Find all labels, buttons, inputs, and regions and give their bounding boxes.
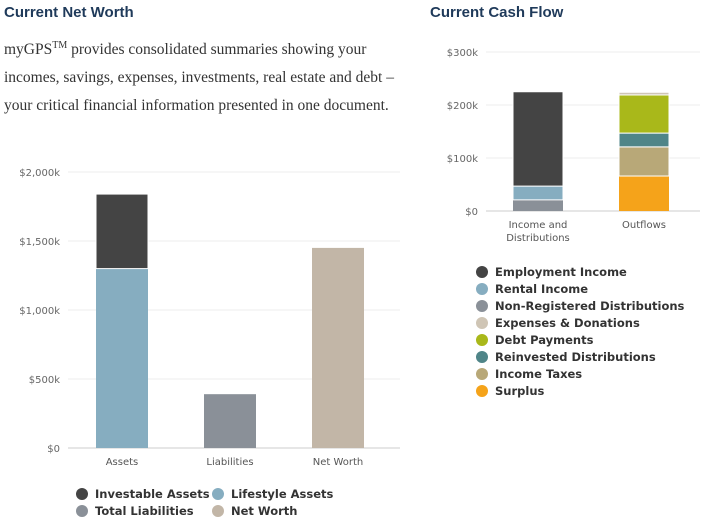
legend-item[interactable]: Income Taxes — [476, 365, 684, 382]
legend-label: Investable Assets — [95, 486, 210, 501]
legend-label: Rental Income — [495, 281, 589, 296]
bar-segment — [618, 146, 670, 177]
y-tick-label: $0 — [47, 444, 60, 455]
legend-item[interactable]: Reinvested Distributions — [476, 348, 684, 365]
bar-segment — [312, 247, 364, 448]
bar-segment — [512, 185, 564, 201]
legend-dot-icon — [476, 299, 488, 312]
legend-label: Lifestyle Assets — [231, 486, 334, 501]
x-category-label: Liabilities — [206, 457, 253, 468]
legend-label: Net Worth — [231, 503, 298, 518]
legend-label: Reinvested Distributions — [495, 349, 656, 364]
cash-flow-legend: Employment Income Rental Income Non-Regist… — [476, 263, 684, 399]
y-tick-label: $500k — [29, 375, 60, 386]
y-tick-label: $0 — [465, 207, 478, 218]
legend-item[interactable]: Employment Income — [476, 263, 684, 280]
y-tick-label: $1,000k — [19, 306, 60, 317]
bar-segment — [96, 268, 148, 448]
y-tick-label: $200k — [447, 101, 478, 112]
bar-segment — [513, 199, 563, 211]
legend-dot-icon — [212, 504, 224, 517]
bar-segment — [618, 91, 670, 96]
legend-dot-icon — [476, 282, 488, 295]
x-category-label: Assets — [106, 457, 139, 468]
legend-dot-icon — [476, 265, 488, 278]
intro-body: provides consolidated summaries showing … — [4, 41, 394, 115]
legend-dot-icon — [476, 384, 488, 397]
brand-name: myGPS — [4, 41, 53, 59]
legend-item[interactable]: Lifestyle Assets — [212, 485, 352, 502]
y-tick-label: $1,500k — [19, 237, 60, 248]
legend-dot-icon — [476, 350, 488, 363]
bar-segment — [204, 394, 256, 448]
legend-item[interactable]: Debt Payments — [476, 331, 684, 348]
legend-label: Employment Income — [495, 264, 627, 279]
bar-segment — [512, 91, 564, 187]
legend-item[interactable]: Non-Registered Distributions — [476, 297, 684, 314]
x-category-label: Outflows — [622, 220, 666, 231]
y-tick-label: $2,000k — [19, 168, 60, 179]
intro-text: myGPSTM provides consolidated summaries … — [4, 32, 404, 120]
x-category-label: Income and Distributions — [506, 220, 570, 244]
legend-item[interactable]: Investable Assets — [76, 485, 212, 502]
legend-item[interactable]: Surplus — [476, 382, 684, 399]
legend-label: Income Taxes — [495, 366, 583, 381]
legend-item[interactable]: Net Worth — [212, 502, 352, 519]
legend-item[interactable]: Rental Income — [476, 280, 684, 297]
bar-segment — [95, 193, 149, 270]
net-worth-title: Current Net Worth — [4, 4, 134, 21]
legend-dot-icon — [212, 487, 224, 500]
legend-label: Expenses & Donations — [495, 315, 640, 330]
legend-item[interactable]: Total Liabilities — [76, 502, 212, 519]
legend-dot-icon — [76, 487, 88, 500]
y-tick-label: $300k — [447, 48, 478, 59]
bar-segment — [619, 176, 669, 211]
legend-dot-icon — [476, 316, 488, 329]
legend-dot-icon — [476, 333, 488, 346]
bar-segment — [618, 94, 670, 134]
legend-label: Debt Payments — [495, 332, 594, 347]
y-tick-label: $100k — [447, 154, 478, 165]
net-worth-legend: Investable Assets Lifestyle Assets Total L… — [76, 485, 352, 519]
legend-label: Non-Registered Distributions — [495, 298, 685, 313]
trademark: TM — [52, 40, 68, 51]
legend-dot-icon — [476, 367, 488, 380]
legend-label: Surplus — [495, 383, 545, 398]
x-category-label: Net Worth — [313, 457, 364, 468]
cash-flow-title: Current Cash Flow — [430, 4, 564, 21]
legend-item[interactable]: Expenses & Donations — [476, 314, 684, 331]
bar-segment — [618, 132, 670, 148]
legend-label: Total Liabilities — [95, 503, 194, 518]
legend-dot-icon — [76, 504, 88, 517]
